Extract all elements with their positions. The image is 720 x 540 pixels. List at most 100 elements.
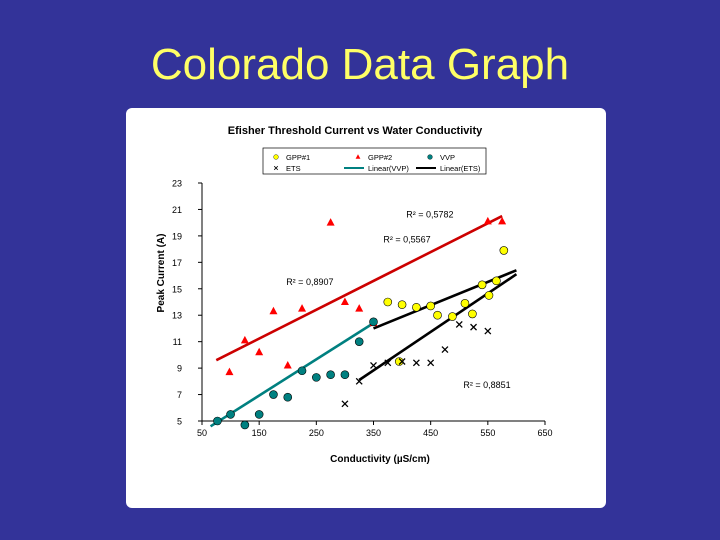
- trend-line: [209, 322, 375, 428]
- legend-marker: [273, 165, 279, 171]
- chart-title: Efisher Threshold Current vs Water Condu…: [228, 125, 483, 137]
- legend-label: GPP#2: [368, 153, 392, 162]
- legend-marker: [273, 154, 279, 160]
- chart-panel: Efisher Threshold Current vs Water Condu…: [126, 108, 606, 508]
- r2-label: R² = 0,8851: [463, 380, 510, 390]
- data-point: [383, 297, 393, 307]
- data-point: [448, 312, 457, 321]
- data-point: [354, 337, 364, 346]
- data-point: [460, 299, 470, 308]
- data-point: [484, 291, 494, 300]
- x-tick-label: 650: [537, 428, 552, 438]
- legend-label: Linear(VVP): [368, 164, 409, 173]
- data-point-stroke-b: [455, 321, 463, 328]
- data-point: [433, 310, 442, 320]
- trend-lines: [209, 214, 518, 428]
- data-point: [370, 362, 377, 369]
- data-point: [426, 301, 435, 311]
- y-tick-label: 15: [172, 284, 182, 294]
- r2-label: R² = 0,5782: [406, 209, 453, 219]
- data-point: [355, 377, 363, 385]
- data-points: [213, 216, 509, 430]
- x-tick-label: 150: [252, 428, 267, 438]
- r2-label: R² = 0,8907: [286, 277, 333, 287]
- legend-label: GPP#1: [286, 153, 310, 162]
- data-point: [240, 335, 249, 344]
- legend-marker-circle: [427, 154, 433, 160]
- y-tick-label: 19: [172, 231, 182, 241]
- chart-axes: 5 7 9 11 13 15 17 19 21 23 50 150 250 350 450 550 650: [172, 179, 553, 439]
- data-point: [283, 392, 293, 402]
- legend-label: Linear(ETS): [440, 164, 481, 173]
- data-point: [312, 373, 321, 382]
- data-point: [255, 347, 264, 356]
- data-point: [298, 304, 307, 312]
- data-point: [269, 306, 278, 315]
- data-point-stroke-b: [355, 377, 363, 385]
- data-point: [297, 366, 307, 376]
- data-point: [455, 321, 463, 328]
- legend-box: [262, 147, 487, 175]
- x-tick-label: 550: [480, 428, 495, 438]
- y-tick-label: 9: [177, 364, 182, 374]
- data-point-stroke-b: [341, 400, 349, 408]
- data-point: [470, 323, 478, 331]
- data-point: [340, 370, 350, 380]
- data-point: [412, 302, 421, 312]
- series-ets: [341, 321, 492, 408]
- data-point-stroke-b: [470, 323, 478, 331]
- data-point: [355, 304, 364, 312]
- data-point: [226, 410, 235, 419]
- y-tick-label: 13: [172, 311, 182, 321]
- data-point: [326, 218, 335, 226]
- data-point: [483, 216, 492, 225]
- y-tick-label: 17: [172, 258, 182, 268]
- r2-label: R² = 0,5567: [383, 235, 430, 245]
- y-tick-label: 23: [172, 179, 182, 189]
- data-point-stroke-b: [441, 346, 449, 354]
- data-point: [240, 420, 250, 430]
- data-point: [397, 300, 407, 309]
- data-point: [369, 317, 378, 327]
- slide-title: Colorado Data Graph: [150, 40, 570, 89]
- data-point-stroke-b: [398, 358, 406, 365]
- legend-marker-x-stroke-b: [273, 165, 279, 171]
- scatter-chart: Efisher Threshold Current vs Water Condu…: [156, 125, 553, 465]
- legend-marker-x: [273, 165, 279, 171]
- data-point: [398, 358, 406, 365]
- data-point: [412, 359, 420, 367]
- data-point: [225, 367, 234, 376]
- legend-marker-triangle: [355, 154, 361, 159]
- trend-line: [358, 273, 518, 382]
- legend-label: VVP: [440, 153, 455, 162]
- y-tick-label: 5: [177, 417, 182, 427]
- x-tick-label: 450: [423, 428, 438, 438]
- data-point: [213, 416, 222, 426]
- x-tick-label: 250: [309, 428, 324, 438]
- y-tick-label: 11: [173, 337, 182, 347]
- data-point: [441, 346, 449, 354]
- data-point: [477, 280, 487, 290]
- data-point: [499, 246, 509, 255]
- y-axis-label: Peak Current (A): [156, 234, 167, 313]
- series-vvp: [213, 317, 378, 430]
- data-point: [341, 400, 349, 408]
- data-point-stroke-b: [484, 327, 492, 335]
- data-point: [254, 410, 264, 419]
- data-point-stroke-b: [412, 359, 420, 367]
- data-point-stroke-b: [427, 359, 435, 367]
- data-point: [468, 309, 477, 319]
- data-point: [484, 327, 492, 335]
- series-gpp-2: [225, 216, 507, 376]
- data-point: [384, 359, 392, 367]
- x-tick-label: 50: [197, 428, 207, 438]
- data-point-stroke-b: [384, 359, 392, 367]
- data-point: [283, 360, 292, 369]
- legend-label: ETS: [286, 164, 301, 173]
- chart-legend: GPP#1 GPP#2 VVP ETS Linear(VVP) Linear(ETS): [262, 147, 487, 175]
- data-point: [394, 357, 404, 366]
- legend-marker-circle: [273, 154, 279, 160]
- legend-marker: [427, 154, 433, 160]
- data-point-stroke-b: [370, 362, 377, 369]
- data-point: [492, 276, 501, 286]
